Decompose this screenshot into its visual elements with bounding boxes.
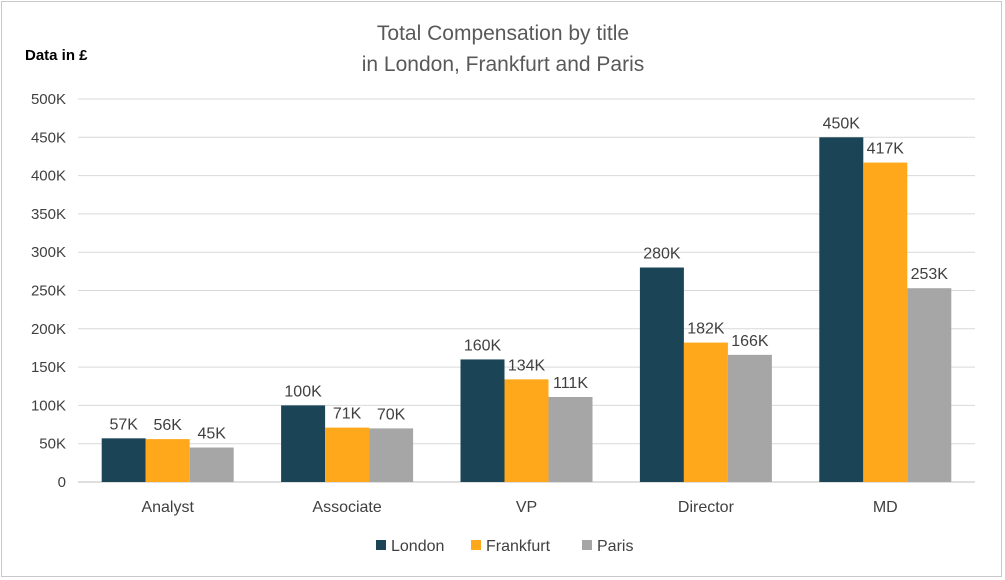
y-tick-label: 250K — [31, 283, 66, 300]
y-tick-label: 300K — [31, 244, 66, 261]
bar-frankfurt-md — [863, 162, 908, 482]
data-label: 70K — [377, 406, 406, 423]
legend-label: Paris — [597, 538, 633, 555]
bar-frankfurt-analyst — [145, 439, 190, 482]
legend-swatch-paris — [582, 540, 592, 550]
legend-swatch-frankfurt — [471, 540, 481, 550]
bar-paris-md — [907, 288, 952, 482]
legend: London Frankfurt Paris — [376, 538, 633, 555]
bar-frankfurt-associate — [325, 427, 370, 482]
data-label: 280K — [643, 246, 681, 263]
bar-frankfurt-vp — [504, 379, 549, 482]
data-label: 100K — [284, 383, 322, 400]
bar-london-vp — [460, 359, 505, 482]
y-tick-label: 100K — [31, 397, 66, 414]
y-tick-label: 50K — [39, 436, 66, 453]
data-label: 182K — [687, 321, 725, 338]
y-tick-label: 150K — [31, 359, 66, 376]
chart-title-line1: Total Compensation by title — [377, 22, 629, 45]
legend-swatch-london — [376, 540, 386, 550]
bar-paris-analyst — [189, 447, 234, 482]
data-label: 71K — [333, 406, 362, 423]
category-label: VP — [516, 499, 537, 516]
bars — [101, 137, 952, 483]
y-tick-label: 450K — [31, 129, 66, 146]
bar-london-md — [819, 137, 864, 483]
y-tick-label: 400K — [31, 168, 66, 185]
category-label: Associate — [312, 499, 381, 516]
category-label: MD — [873, 499, 898, 516]
category-labels: Analyst Associate VP Director MD — [141, 499, 897, 516]
bar-frankfurt-director — [683, 342, 728, 482]
legend-label: Frankfurt — [486, 538, 551, 555]
category-label: Director — [678, 499, 735, 516]
unit-label: Data in £ — [25, 47, 88, 64]
y-axis-ticks: 0 50K 100K 150K 200K 250K 300K 350K 400K 450K 500K — [31, 91, 66, 491]
y-tick-label: 200K — [31, 321, 66, 338]
data-label: 160K — [464, 337, 502, 354]
data-label: 450K — [823, 115, 861, 132]
bar-paris-associate — [369, 428, 414, 482]
data-label: 417K — [867, 141, 905, 158]
bar-london-analyst — [101, 438, 146, 482]
bar-paris-director — [727, 354, 772, 482]
bar-london-director — [639, 267, 684, 482]
y-tick-label: 350K — [31, 206, 66, 223]
y-tick-label: 0 — [58, 474, 66, 491]
data-label: 166K — [731, 333, 769, 350]
legend-label: London — [391, 538, 444, 555]
y-tick-label: 500K — [31, 91, 66, 108]
data-labels: 57K 56K 45K 100K 71K 70K 160K 134K 111K 280K 182K 1… — [109, 115, 948, 442]
chart-title-line2: in London, Frankfurt and Paris — [362, 53, 645, 76]
data-label: 253K — [911, 266, 949, 283]
data-label: 134K — [508, 357, 546, 374]
category-label: Analyst — [141, 499, 194, 516]
data-label: 56K — [153, 417, 182, 434]
data-label: 45K — [197, 426, 226, 443]
data-label: 57K — [109, 416, 138, 433]
bar-paris-vp — [548, 396, 593, 482]
bar-london-associate — [281, 405, 326, 482]
data-label: 111K — [553, 375, 588, 392]
